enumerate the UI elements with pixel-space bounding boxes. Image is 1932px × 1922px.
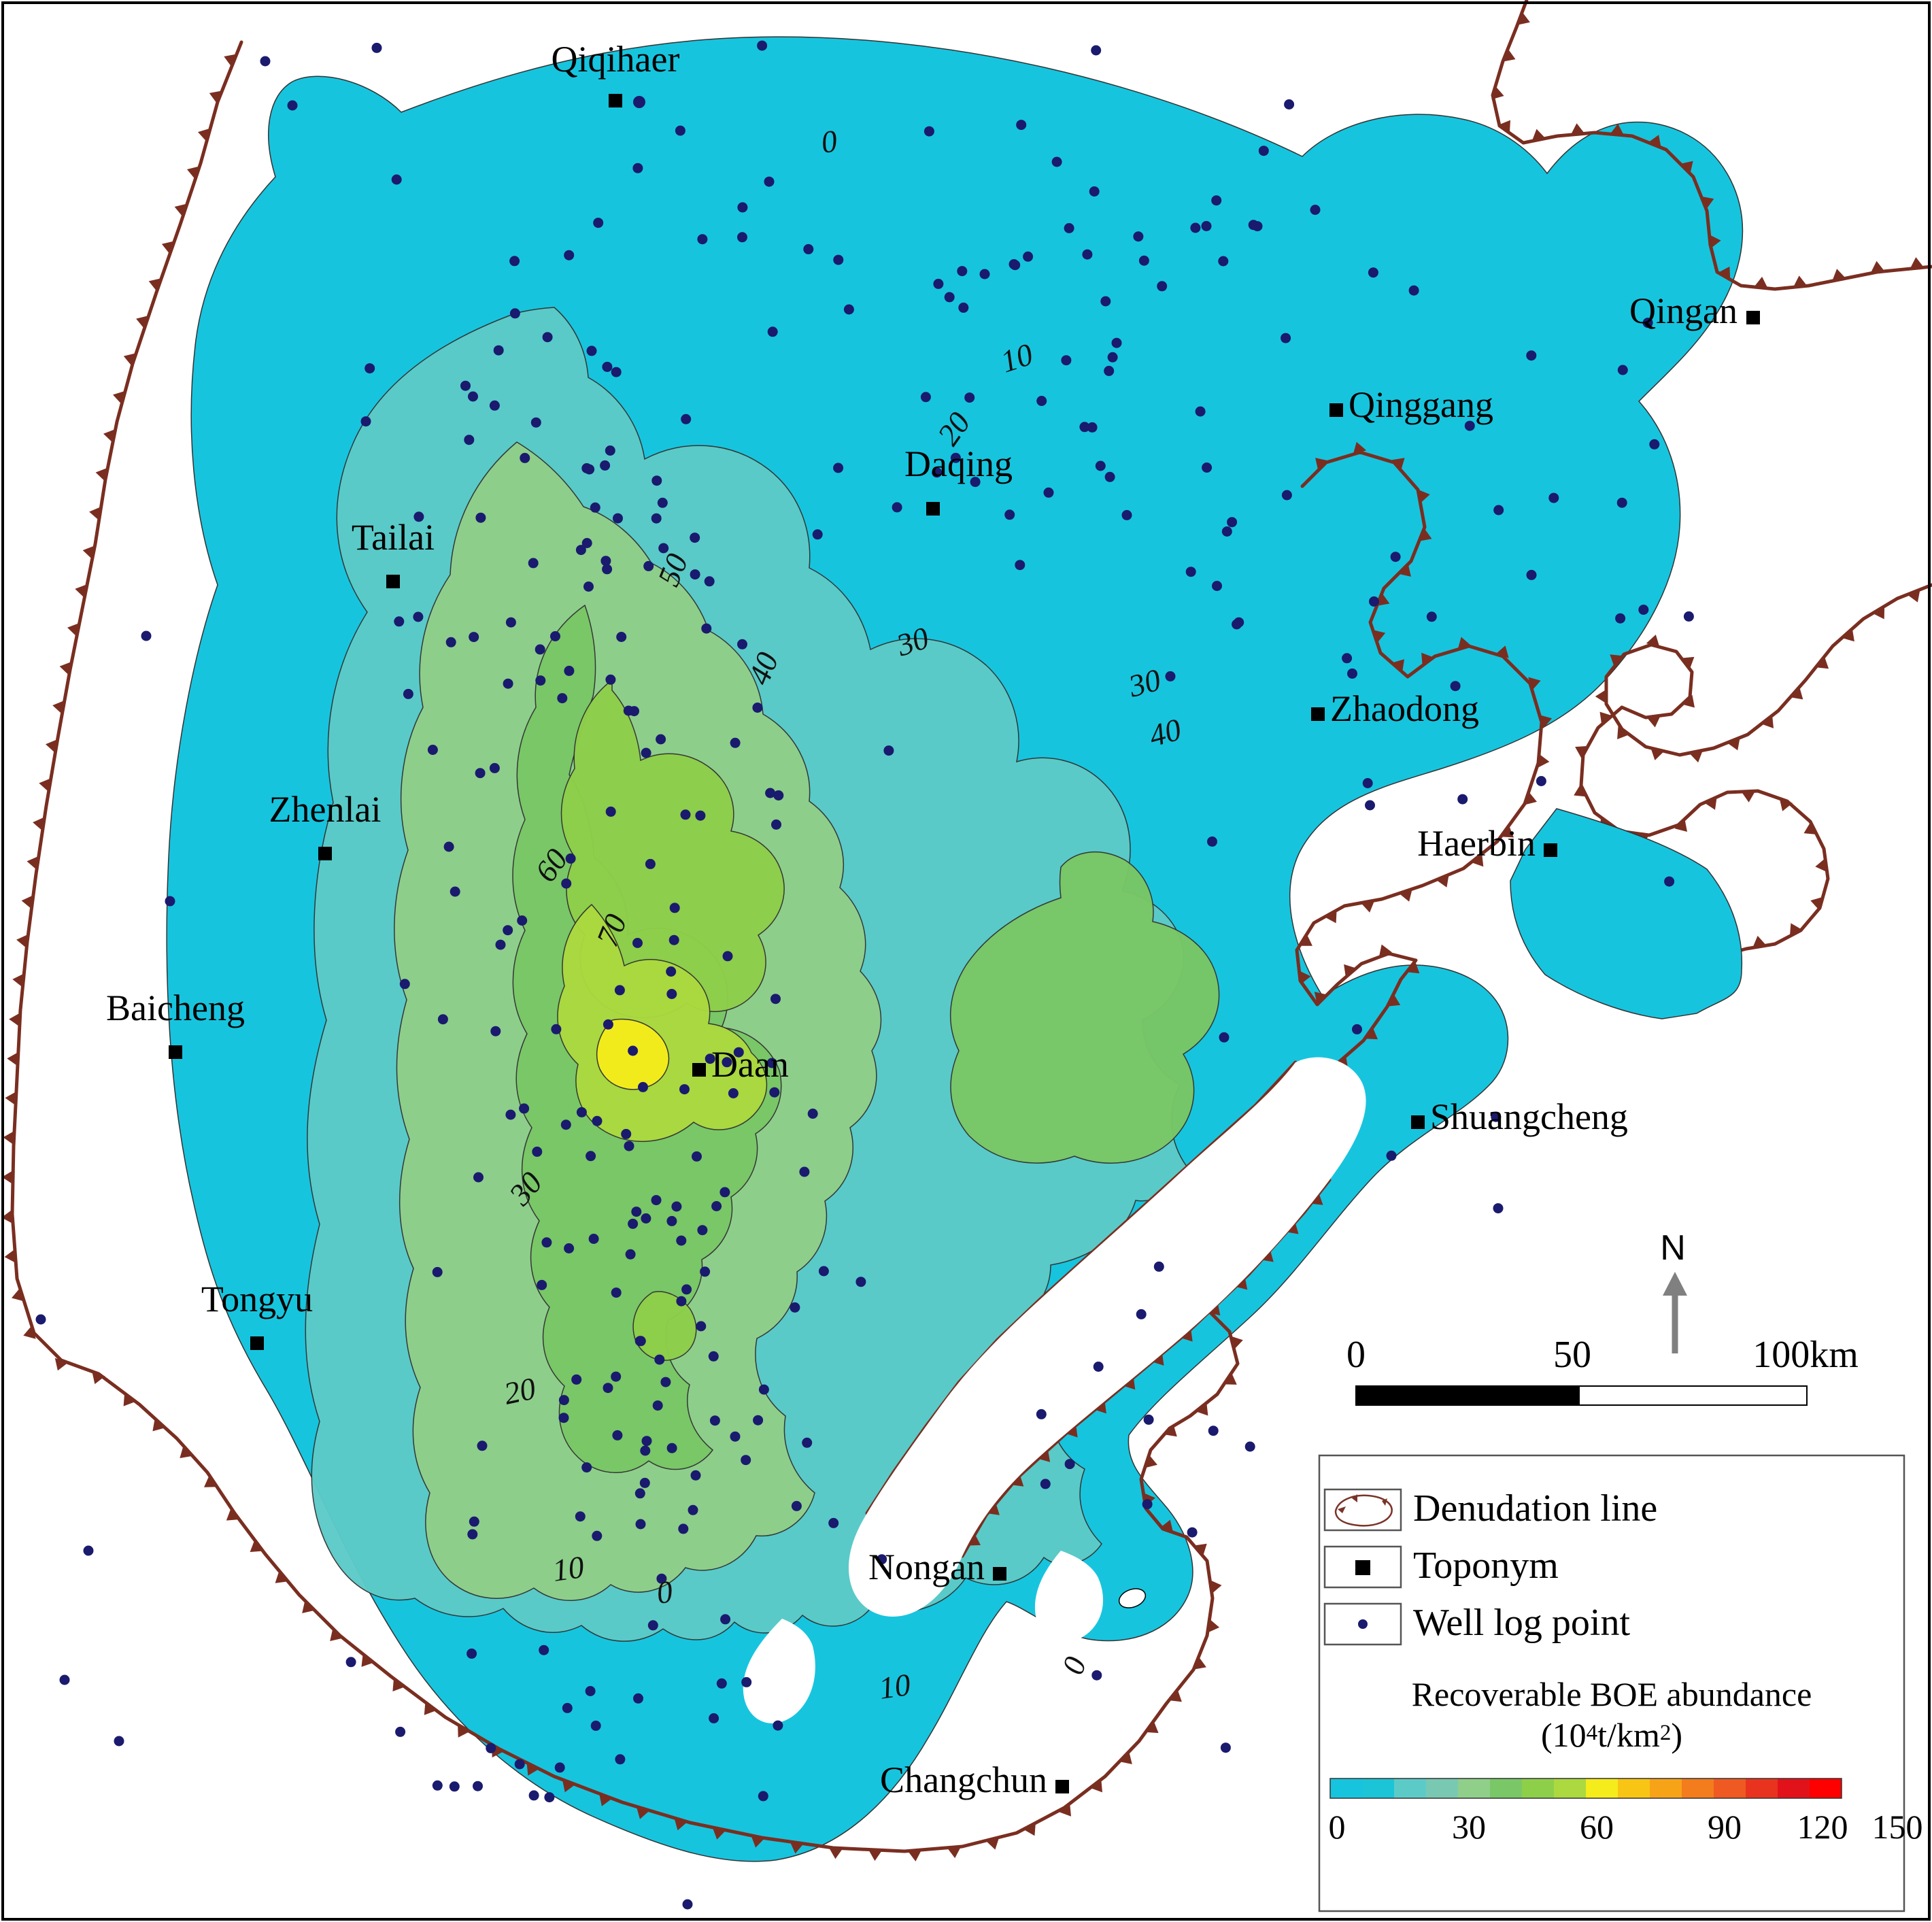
svg-text:Daqing: Daqing	[904, 443, 1013, 484]
svg-text:150: 150	[1872, 1808, 1923, 1846]
svg-text:Tongyu: Tongyu	[201, 1279, 313, 1319]
svg-text:Zhenlai: Zhenlai	[269, 789, 382, 830]
svg-text:Haerbin: Haerbin	[1417, 823, 1536, 864]
svg-text:Qingan: Qingan	[1629, 290, 1738, 331]
svg-text:Nongan: Nongan	[868, 1547, 985, 1587]
svg-text:(104t/km2): (104t/km2)	[1541, 1716, 1682, 1754]
svg-text:100km: 100km	[1752, 1334, 1859, 1376]
svg-text:N: N	[1660, 1228, 1686, 1268]
svg-text:50: 50	[1553, 1334, 1591, 1376]
svg-text:Daan: Daan	[711, 1044, 789, 1085]
svg-text:Shuangcheng: Shuangcheng	[1430, 1096, 1628, 1137]
svg-text:Zhaodong: Zhaodong	[1330, 688, 1479, 729]
svg-text:30: 30	[1452, 1808, 1486, 1846]
svg-text:Toponym: Toponym	[1413, 1545, 1559, 1587]
svg-text:Qinggang: Qinggang	[1349, 384, 1493, 425]
svg-text:120: 120	[1797, 1808, 1848, 1846]
svg-text:0: 0	[1346, 1334, 1366, 1376]
svg-text:60: 60	[1580, 1808, 1614, 1846]
svg-text:0: 0	[1329, 1808, 1346, 1846]
svg-text:Recoverable BOE abundance: Recoverable BOE abundance	[1412, 1675, 1812, 1713]
svg-text:10: 10	[877, 1667, 913, 1706]
svg-text:Qiqihaer: Qiqihaer	[552, 39, 680, 80]
svg-text:90: 90	[1708, 1808, 1742, 1846]
svg-text:Tailai: Tailai	[352, 517, 435, 558]
svg-text:Well log point: Well log point	[1413, 1602, 1630, 1644]
svg-text:Denudation line: Denudation line	[1413, 1487, 1657, 1530]
svg-text:10: 10	[550, 1549, 586, 1588]
svg-text:Baicheng: Baicheng	[106, 988, 245, 1028]
svg-text:0: 0	[1055, 1652, 1093, 1679]
svg-text:Changchun: Changchun	[880, 1759, 1047, 1800]
